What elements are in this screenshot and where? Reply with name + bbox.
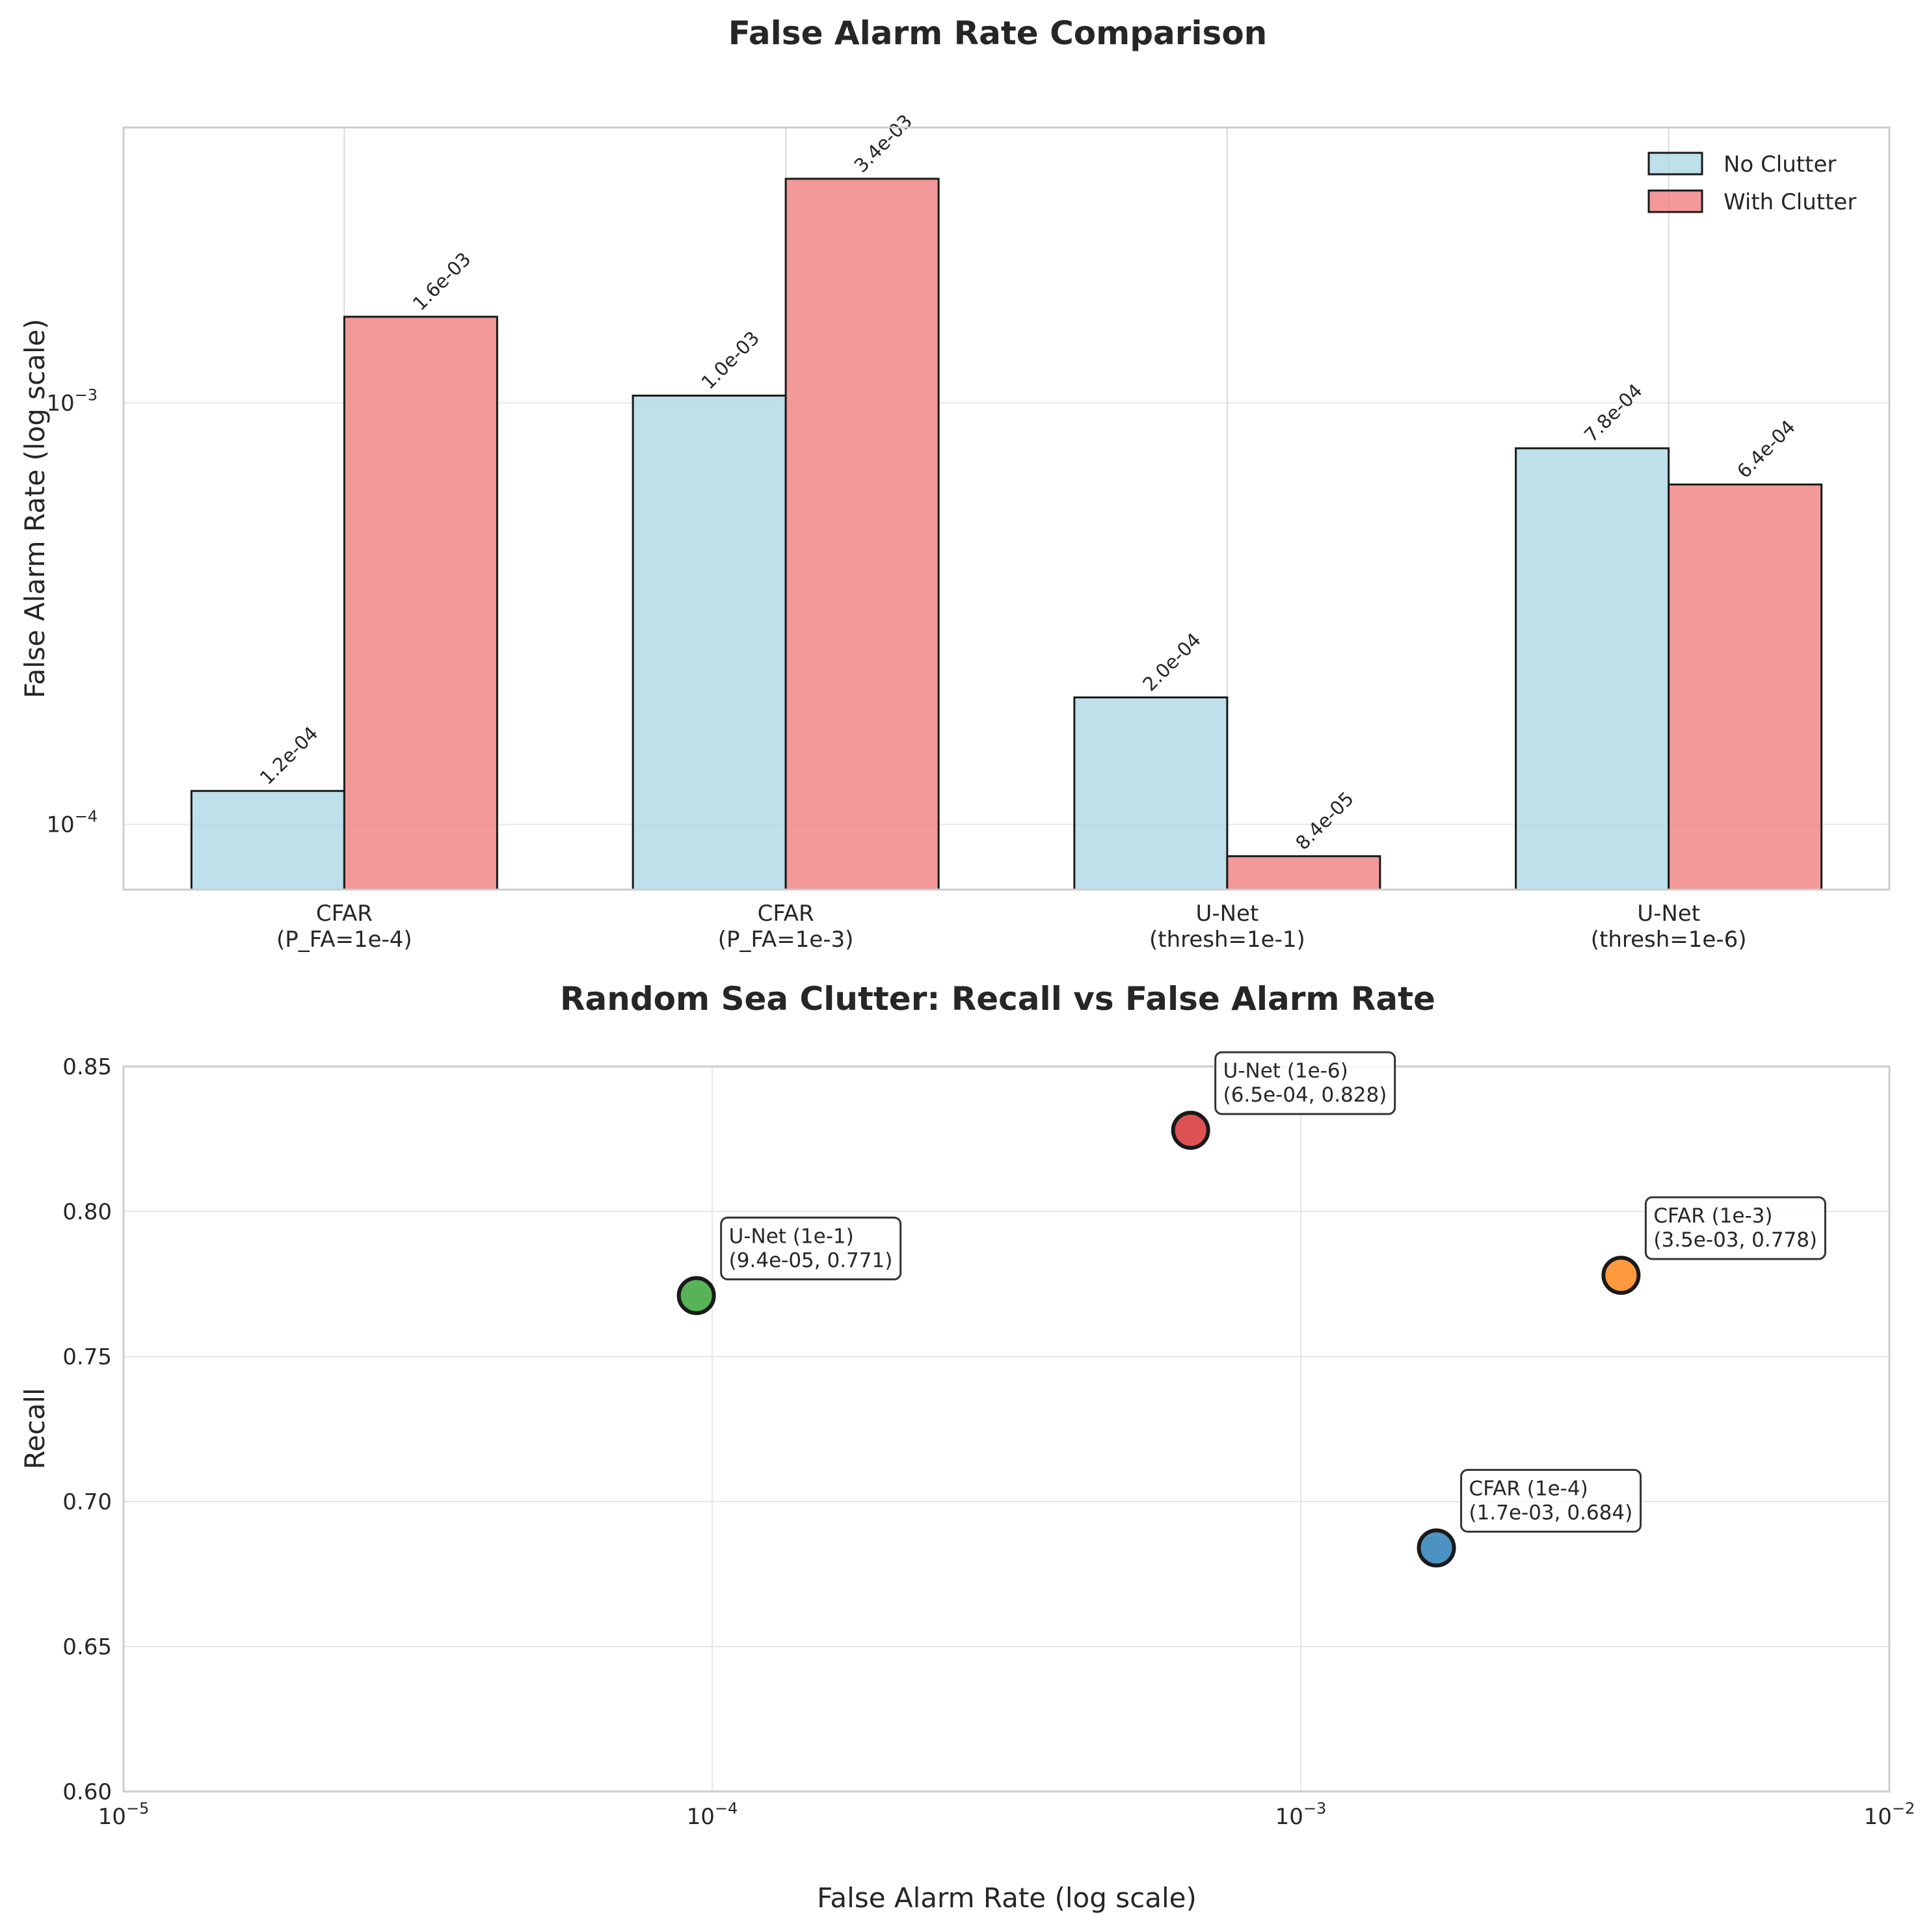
scatter-plot-frame	[122, 1065, 1891, 1793]
y-tick-label: 0.80	[62, 1199, 112, 1225]
annotation-label: U-Net (1e-6) (6.5e-04, 0.828)	[1223, 1059, 1387, 1107]
scatter-chart-x-axis-label: False Alarm Rate (log scale)	[817, 1882, 1197, 1914]
legend-swatch-no-clutter	[1647, 152, 1703, 176]
scatter-chart-y-axis-label: Recall	[19, 1388, 51, 1469]
bar-no-clutter	[1515, 447, 1670, 891]
bar-chart-title: False Alarm Rate Comparison	[728, 14, 1268, 52]
y-tick-label: 0.75	[62, 1344, 112, 1370]
bar-chart-x-ticks: CFAR (P_FA=1e-4) CFAR (P_FA=1e-3) U-Net (thre…	[276, 901, 1746, 953]
annotation-label: U-Net (1e-1) (9.4e-05, 0.771)	[729, 1224, 893, 1272]
legend-label-no-clutter: No Clutter	[1724, 152, 1836, 178]
bar-no-clutter	[1073, 696, 1229, 891]
annotation-box	[1460, 1468, 1642, 1533]
x-tick-label-4: U-Net (thresh=1e-6)	[1591, 901, 1747, 953]
x-tick-label-1: CFAR (P_FA=1e-4)	[276, 901, 412, 953]
scatter-point-u-net-1e-1	[676, 1276, 716, 1316]
legend-label-with-clutter: With Clutter	[1724, 189, 1856, 215]
scatter-point-cfar-1e-4	[1417, 1528, 1456, 1568]
legend-swatch-with-clutter	[1647, 189, 1703, 213]
annotation-box	[1214, 1051, 1396, 1115]
annotation-box	[1644, 1196, 1826, 1260]
x-tick-label-3: U-Net (thresh=1e-1)	[1149, 901, 1305, 953]
y-tick-label: 0.65	[62, 1634, 112, 1660]
scatter-point-cfar-1e-3	[1601, 1256, 1641, 1295]
annotation-label: CFAR (1e-4) (1.7e-03, 0.684)	[1469, 1477, 1633, 1524]
bar-chart-bars	[190, 178, 1823, 891]
bar-with-clutter	[343, 315, 498, 891]
y-tick-label: 0.70	[62, 1489, 112, 1515]
x-tick-label-2: CFAR (P_FA=1e-3)	[718, 901, 854, 953]
bar-no-clutter	[632, 394, 787, 891]
bar-plot-frame	[122, 126, 1891, 891]
scatter-chart-y-ticks: 0.60 0.65 0.70 0.75 0.80 0.85	[62, 1054, 112, 1805]
scatter-chart-panel: Random Sea Clutter: Recall vs False Alar…	[19, 980, 1915, 1914]
scatter-points	[676, 1111, 1641, 1568]
scatter-annotations: CFAR (1e-4) (1.7e-03, 0.684) CFAR (1e-3) (3…	[720, 1051, 1826, 1533]
bar-with-clutter	[784, 178, 940, 891]
scatter-chart-title: Random Sea Clutter: Recall vs False Alar…	[560, 980, 1435, 1018]
bar-with-clutter	[1668, 483, 1823, 891]
bar-chart-legend: No Clutter With Clutter	[1647, 152, 1856, 215]
bar-no-clutter	[190, 789, 345, 891]
annotation-label: CFAR (1e-3) (3.5e-03, 0.778)	[1653, 1204, 1817, 1252]
y-tick-label: 0.85	[62, 1054, 112, 1080]
bar-chart-panel: False Alarm Rate Comparison 1.2e-041.0e-…	[19, 14, 1891, 953]
y-tick-label: 0.60	[62, 1779, 112, 1805]
x-tick-label: 10−5	[98, 1799, 150, 1830]
annotation-box	[720, 1216, 902, 1280]
scatter-point-u-net-1e-6	[1171, 1111, 1210, 1150]
bar-chart-y-ticks: 10−410−3	[46, 386, 98, 838]
bar-chart-y-axis-label: False Alarm Rate (log scale)	[19, 319, 51, 698]
scatter-plot-area	[124, 1066, 1889, 1792]
bar-with-clutter	[1226, 855, 1381, 891]
